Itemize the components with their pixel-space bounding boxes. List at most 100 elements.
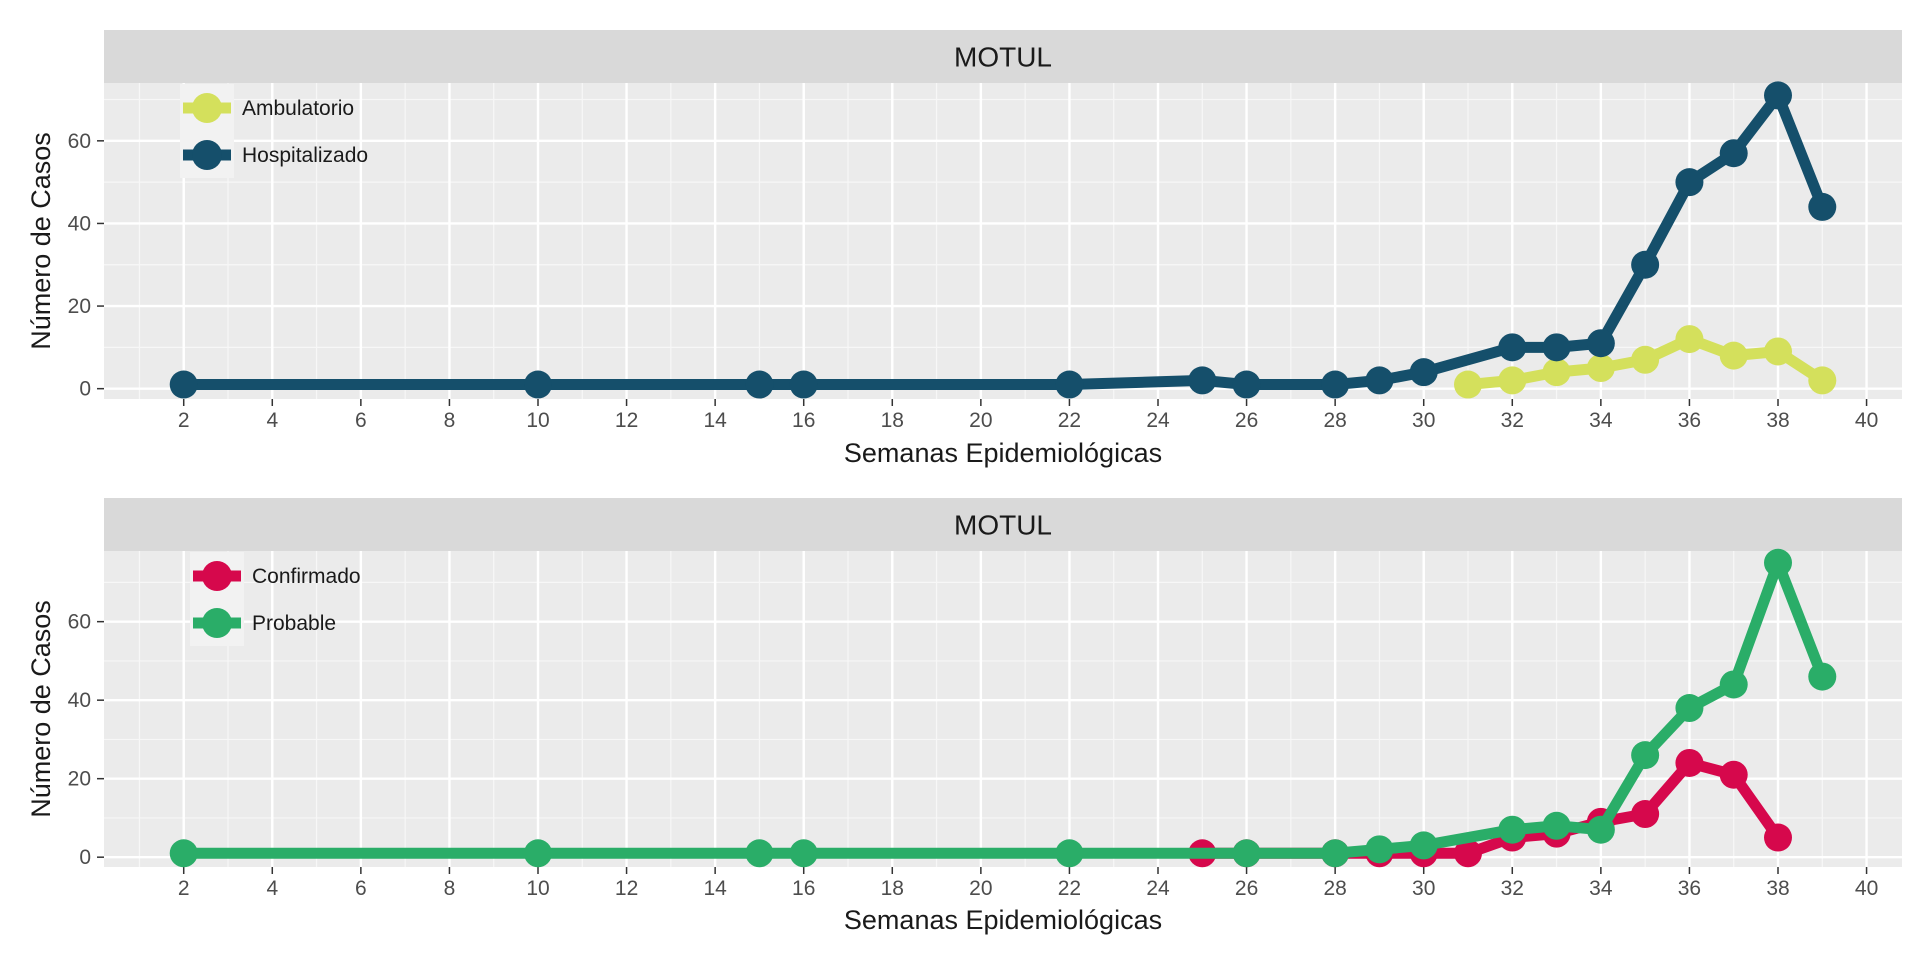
x-tick-label: 32: [1501, 877, 1524, 900]
data-point: [1232, 839, 1261, 868]
x-tick-label: 12: [615, 409, 638, 432]
x-tick-label: 6: [355, 877, 367, 900]
x-tick-label: 8: [444, 877, 456, 900]
x-tick-label: 28: [1323, 877, 1346, 900]
x-tick-label: 16: [792, 877, 815, 900]
x-tick-label: 18: [881, 409, 904, 432]
y-tick-label: 0: [79, 846, 91, 869]
series-hospitalizado: [169, 81, 1837, 399]
x-tick-label: 40: [1855, 409, 1878, 432]
data-point: [1764, 548, 1792, 577]
data-point: [1055, 370, 1084, 399]
x-tick-label: 26: [1235, 409, 1258, 432]
y-axis-title: Número de Casos: [26, 600, 56, 818]
legend-label: Probable: [252, 612, 336, 635]
data-point: [745, 839, 774, 868]
data-point: [1631, 250, 1660, 279]
data-point: [789, 370, 818, 399]
data-point: [1232, 370, 1261, 399]
data-point: [1719, 139, 1748, 168]
x-tick-label: 14: [703, 409, 727, 432]
series-probable: [169, 548, 1837, 868]
x-tick-label: 16: [792, 409, 815, 432]
data-point: [1675, 748, 1704, 777]
data-point: [1764, 823, 1792, 852]
data-point: [524, 839, 552, 868]
y-tick-label: 60: [68, 130, 91, 153]
data-point: [524, 370, 552, 399]
y-tick-label: 60: [68, 611, 91, 634]
data-point: [1365, 366, 1394, 395]
data-point: [1808, 366, 1837, 395]
data-point: [1586, 329, 1615, 358]
data-point: [1719, 341, 1748, 370]
legend-label: Ambulatorio: [242, 97, 354, 120]
data-point: [1631, 345, 1660, 374]
legend-label: Confirmado: [252, 565, 361, 588]
x-axis-title: Semanas Epidemiológicas: [844, 438, 1162, 468]
legend-label: Hospitalizado: [242, 144, 368, 167]
x-tick-label: 22: [1058, 877, 1081, 900]
x-tick-label: 34: [1589, 409, 1613, 432]
panel-title: MOTUL: [954, 42, 1052, 73]
legend: Ambulatorio Hospitalizado: [180, 84, 368, 178]
y-tick-label: 0: [79, 378, 91, 401]
data-point: [1498, 815, 1527, 844]
y-tick-label: 20: [68, 768, 91, 791]
data-point: [1409, 831, 1438, 860]
data-point: [1675, 168, 1704, 197]
x-tick-label: 36: [1678, 409, 1701, 432]
x-tick-label: 22: [1058, 409, 1081, 432]
x-tick-label: 6: [355, 409, 367, 432]
data-point: [1675, 325, 1704, 354]
data-point: [1498, 333, 1527, 362]
x-tick-label: 2: [178, 877, 190, 900]
data-point: [1055, 839, 1084, 868]
x-tick-label: 30: [1412, 409, 1435, 432]
legend: Confirmado Probable: [190, 552, 361, 646]
data-point: [1764, 337, 1792, 366]
legend-key-point: [192, 140, 222, 170]
data-point: [1586, 354, 1615, 383]
x-axis-title: Semanas Epidemiológicas: [844, 905, 1162, 935]
data-point: [1409, 358, 1438, 387]
data-point: [1542, 358, 1571, 387]
x-tick-label: 26: [1235, 877, 1258, 900]
plot-background: [104, 83, 1902, 399]
y-tick-label: 40: [68, 212, 91, 235]
data-point: [1631, 800, 1660, 829]
x-tick-label: 36: [1678, 877, 1701, 900]
data-point: [1321, 839, 1350, 868]
x-tick-label: 12: [615, 877, 638, 900]
x-tick-label: 18: [881, 877, 904, 900]
data-point: [1631, 741, 1660, 770]
data-point: [789, 839, 818, 868]
data-point: [1808, 662, 1837, 691]
series-ambulatorio: [1454, 325, 1837, 399]
panel-strip: [104, 498, 1902, 551]
x-tick-label: 38: [1766, 409, 1789, 432]
x-tick-label: 24: [1146, 409, 1170, 432]
x-tick-label: 2: [178, 409, 190, 432]
legend-key-point: [202, 608, 232, 638]
data-point: [1542, 333, 1571, 362]
legend-key-point: [192, 93, 222, 123]
data-point: [1542, 811, 1571, 840]
y-tick-label: 40: [68, 689, 91, 712]
x-tick-label: 4: [266, 877, 278, 900]
x-tick-label: 30: [1412, 877, 1435, 900]
data-point: [1365, 835, 1394, 864]
data-point: [1719, 760, 1748, 789]
data-point: [1321, 370, 1350, 399]
data-point: [169, 839, 198, 868]
x-tick-label: 34: [1589, 877, 1613, 900]
x-tick-label: 20: [969, 409, 992, 432]
x-tick-label: 8: [444, 409, 456, 432]
y-tick-label: 20: [68, 295, 91, 318]
data-point: [169, 370, 198, 399]
data-point: [1586, 815, 1615, 844]
x-tick-label: 28: [1323, 409, 1346, 432]
